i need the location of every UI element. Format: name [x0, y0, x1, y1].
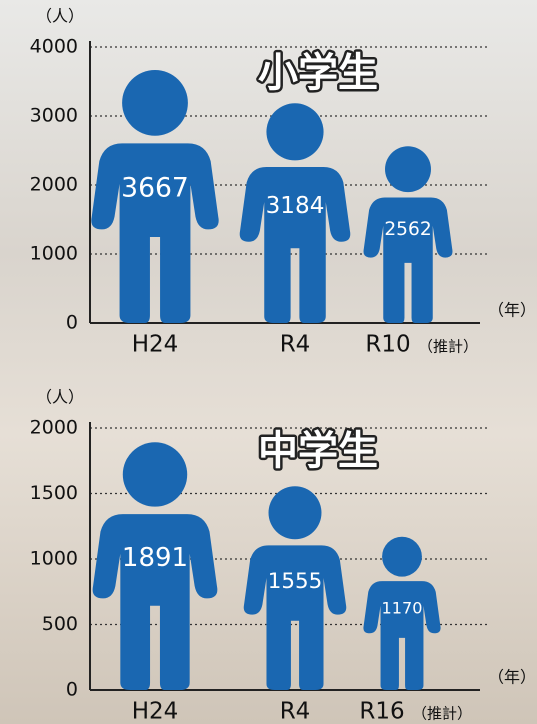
y-tick-label: 1000	[30, 548, 78, 570]
y-tick-label: 2000	[30, 417, 78, 439]
y-tick-label: 3000	[30, 105, 78, 127]
person-head	[266, 103, 323, 160]
y-axis-label: （人）	[36, 388, 84, 407]
value-label: 1891	[122, 543, 188, 573]
person-head	[385, 146, 431, 192]
y-axis-label: （人）	[36, 7, 84, 26]
x-tick-label: R4	[280, 332, 311, 358]
value-label: 2562	[384, 219, 431, 240]
y-tick-label: 2000	[30, 174, 78, 196]
x-tick-label: R10	[365, 332, 410, 358]
x-tick-label: H24	[132, 699, 179, 724]
person-head	[382, 537, 422, 577]
x-axis-unit: （年）	[488, 301, 536, 320]
y-tick-label: 0	[66, 679, 78, 701]
value-label: 1555	[268, 569, 322, 594]
person-head	[269, 486, 322, 539]
value-label: 3184	[266, 193, 325, 219]
y-tick-label: 1000	[30, 243, 78, 265]
y-tick-label: 1500	[30, 482, 78, 504]
page: 0 1000 2000 3000 4000 （人） （年） 小学生 H24 3667 R4 3184 R…	[0, 0, 537, 724]
category-note: （推計）	[418, 338, 478, 356]
value-label: 1170	[382, 598, 423, 617]
x-tick-label: R16	[359, 699, 404, 724]
chart-title: 中学生	[258, 428, 378, 474]
chart-title: 小学生	[258, 50, 378, 96]
person-head	[122, 70, 188, 136]
category-note: （推計）	[412, 705, 472, 723]
person-head	[123, 442, 187, 506]
y-tick-label: 4000	[30, 36, 78, 58]
x-tick-label: R4	[280, 699, 311, 724]
x-tick-label: H24	[132, 332, 179, 358]
y-tick-label: 500	[42, 613, 78, 635]
value-label: 3667	[121, 172, 189, 203]
x-axis-unit: （年）	[488, 668, 536, 687]
y-tick-label: 0	[66, 312, 78, 334]
